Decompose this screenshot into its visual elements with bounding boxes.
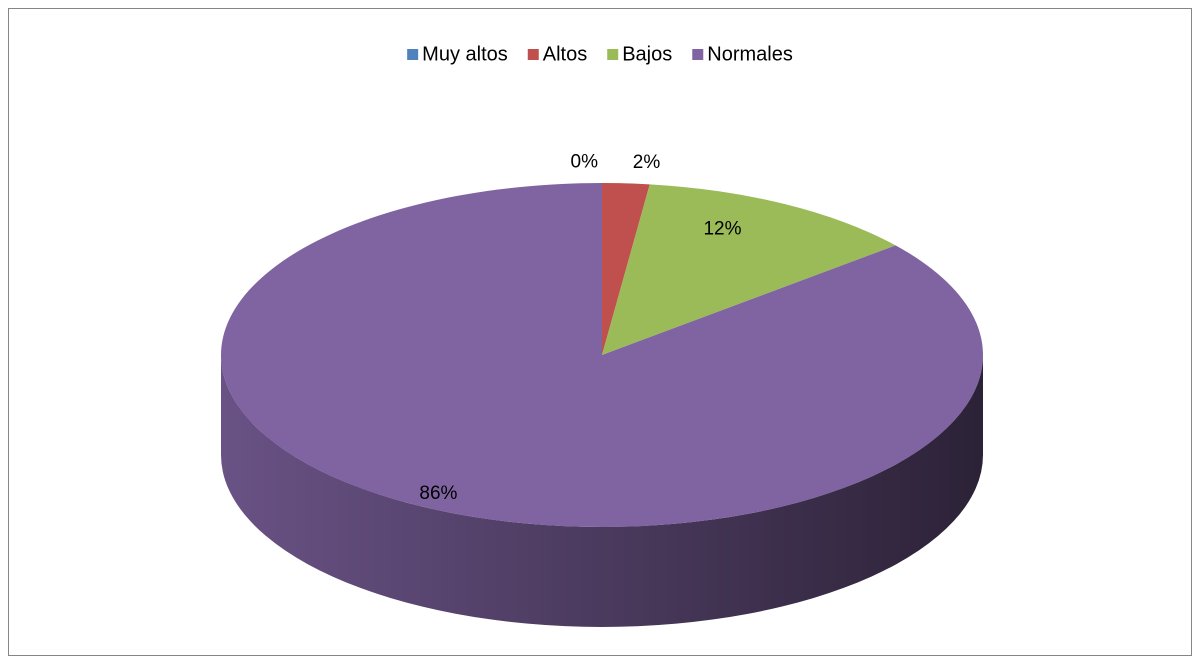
data-label: 86% <box>419 483 457 504</box>
data-labels: 0% 2% 12% 86% <box>419 151 741 504</box>
legend-swatch <box>527 49 539 60</box>
pie-sides <box>221 355 983 627</box>
legend: Muy altos Altos Bajos Normales <box>407 43 793 65</box>
legend-label: Normales <box>707 43 793 65</box>
legend-label: Altos <box>543 43 587 65</box>
data-label: 12% <box>703 219 741 240</box>
legend-label: Muy altos <box>422 43 508 65</box>
slice <box>602 184 896 355</box>
pie-tops <box>221 183 983 527</box>
slice <box>221 183 983 527</box>
data-label: 2% <box>633 152 661 173</box>
legend-swatch <box>692 49 704 60</box>
slice-side <box>221 355 983 627</box>
slice <box>602 183 650 355</box>
data-label: 0% <box>571 151 599 172</box>
legend-label: Bajos <box>622 43 672 65</box>
legend-swatch <box>407 49 419 60</box>
legend-swatch <box>607 49 619 60</box>
